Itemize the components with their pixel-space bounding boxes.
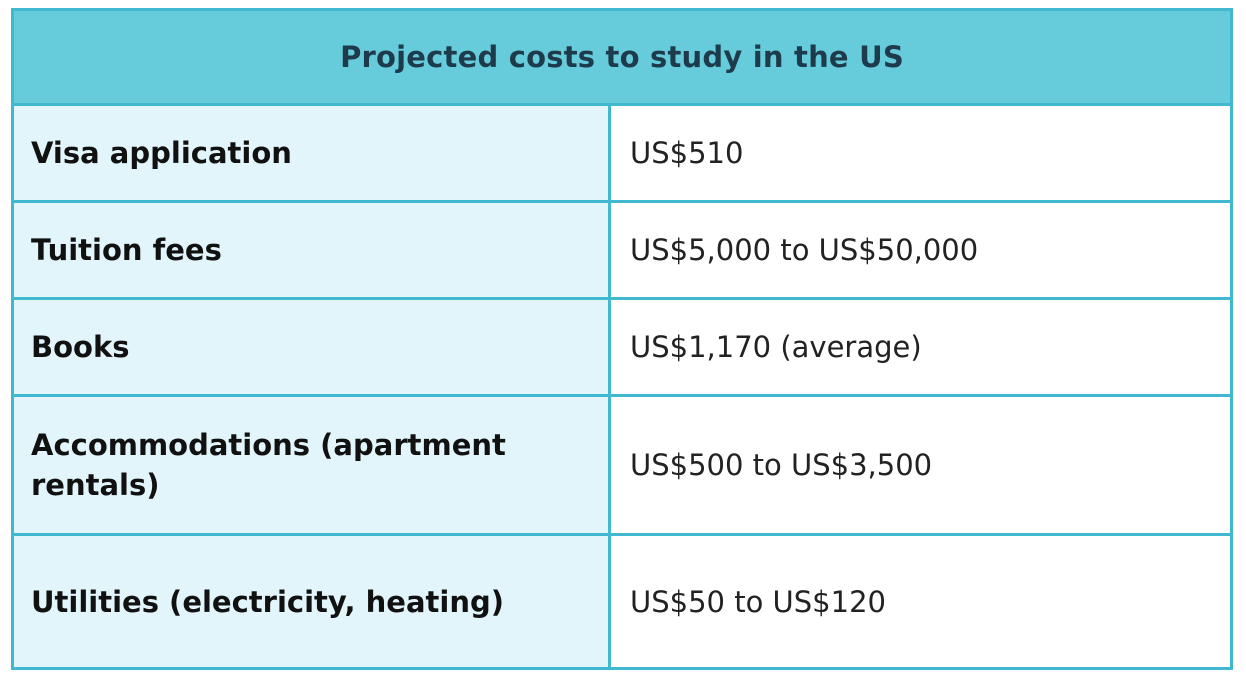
row-value-tuition-fees: US$5,000 to US$50,000 — [611, 203, 1230, 297]
row-label-utilities: Utilities (electricity, heating) — [14, 536, 611, 667]
table-row: Accommodations (apartment rentals) US$50… — [14, 397, 1230, 536]
row-label-visa-application: Visa application — [14, 106, 611, 200]
cost-table: Projected costs to study in the US Visa … — [11, 8, 1233, 670]
table-row: Tuition fees US$5,000 to US$50,000 — [14, 203, 1230, 300]
table-title: Projected costs to study in the US — [340, 40, 904, 74]
table-row: Utilities (electricity, heating) US$50 t… — [14, 536, 1230, 667]
row-value-visa-application: US$510 — [611, 106, 1230, 200]
table-row: Visa application US$510 — [14, 106, 1230, 203]
table-header: Projected costs to study in the US — [14, 11, 1230, 106]
row-value-books: US$1,170 (average) — [611, 300, 1230, 394]
row-label-books: Books — [14, 300, 611, 394]
row-label-tuition-fees: Tuition fees — [14, 203, 611, 297]
row-value-utilities: US$50 to US$120 — [611, 536, 1230, 667]
table-row: Books US$1,170 (average) — [14, 300, 1230, 397]
row-label-accommodations: Accommodations (apartment rentals) — [14, 397, 611, 533]
row-value-accommodations: US$500 to US$3,500 — [611, 397, 1230, 533]
